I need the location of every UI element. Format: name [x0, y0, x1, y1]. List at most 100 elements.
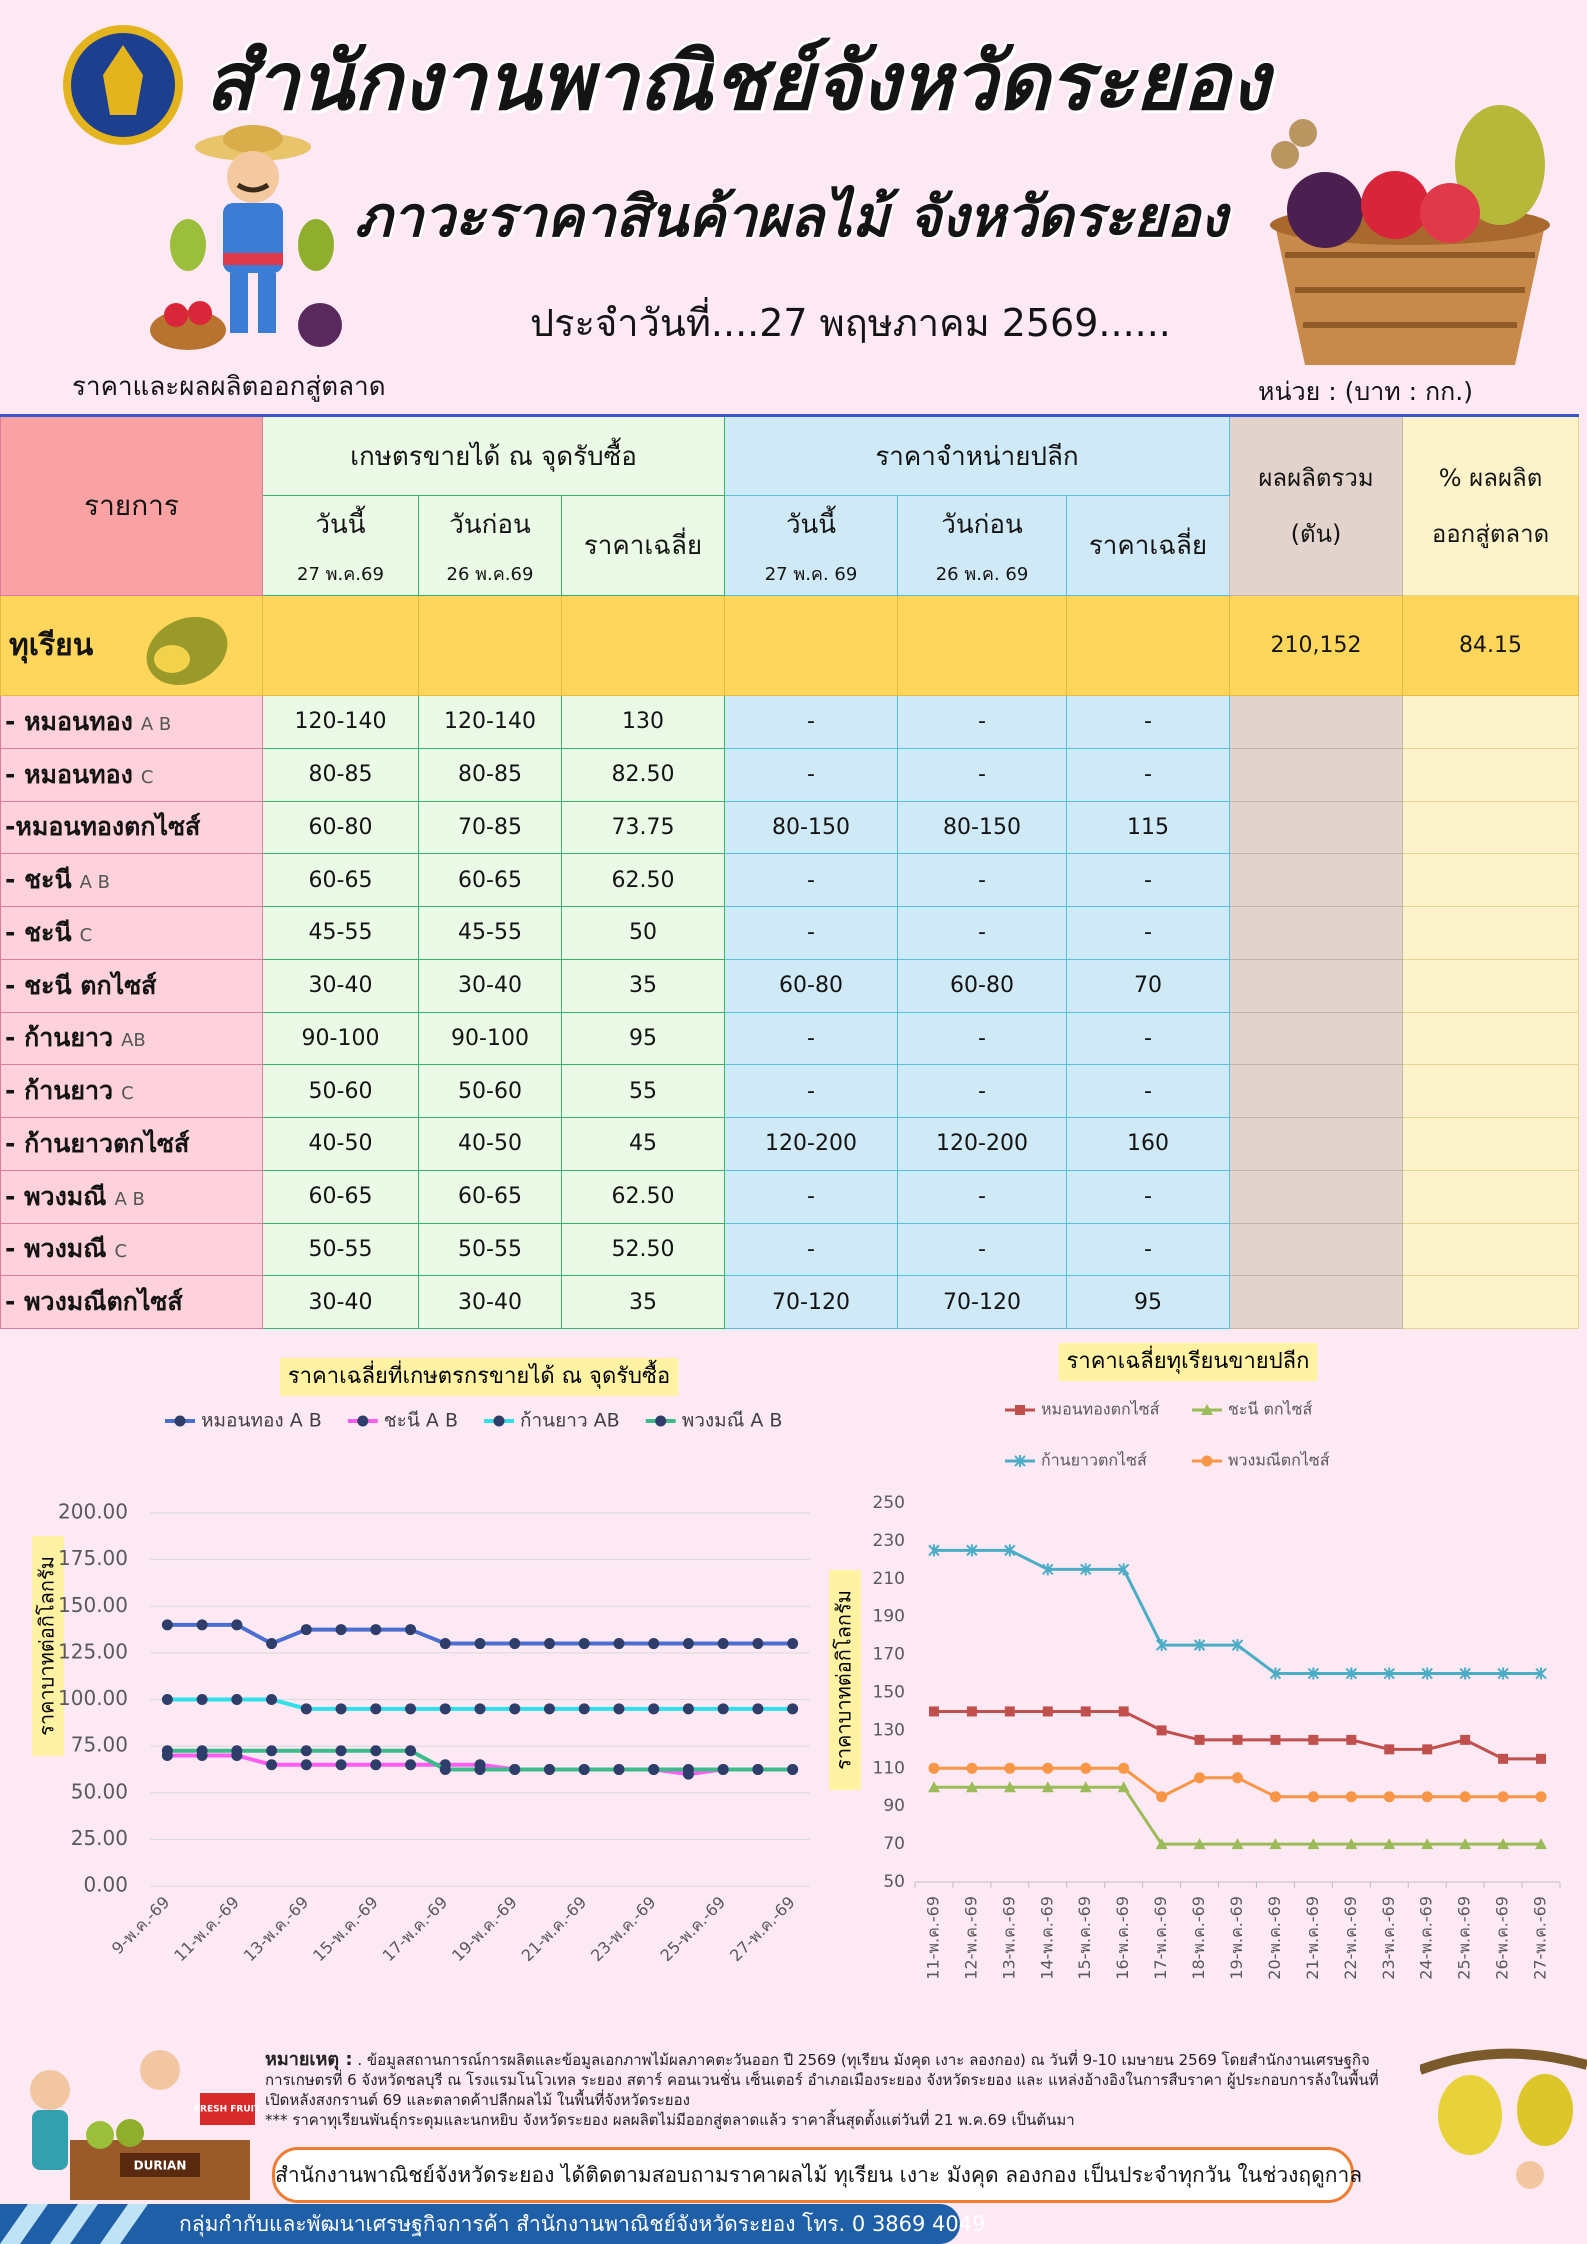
- banner: สำนักงานพาณิชย์จังหวัดระยอง ได้ติดตามสอบ…: [272, 2147, 1362, 2203]
- price-cell: -: [897, 1011, 1068, 1066]
- price-cell: -: [724, 695, 899, 749]
- marker: [231, 1619, 243, 1631]
- table-row: - ชะนี A B 60-65 60-65 62.50- - -: [0, 853, 1580, 907]
- price-cell: 40-50: [262, 1117, 419, 1171]
- table-row: - ก้านยาวตกไซส์ 40-50 40-50 45 120-200 120-20…: [0, 1117, 1580, 1171]
- price-cell: 60-80: [262, 800, 419, 855]
- marker: [717, 1763, 729, 1775]
- subhead-label: วันก่อน: [941, 509, 1023, 540]
- row-name: - ก้านยาว: [5, 1023, 114, 1053]
- durian-flesh: [154, 645, 190, 673]
- marker: [474, 1703, 486, 1715]
- group-name-cell: ทุเรียน: [0, 595, 263, 696]
- marker: [1193, 1639, 1206, 1652]
- title: สำนักงานพาณิชย์จังหวัดระยอง: [205, 35, 1270, 128]
- marker: [1003, 1781, 1016, 1793]
- row-name: - ชะนี ตกไซส์: [5, 970, 157, 1000]
- marker: [370, 1703, 382, 1715]
- price-cell: 30-40: [418, 1275, 562, 1329]
- marker: [928, 1762, 940, 1774]
- price-cell: 50: [560, 906, 726, 960]
- price-cell: 90-100: [262, 1011, 419, 1066]
- price-cell: -: [724, 1169, 899, 1224]
- marker: [370, 1759, 382, 1771]
- marker: [1421, 1838, 1434, 1850]
- row-name: - ชะนี: [5, 917, 72, 947]
- marker: [1232, 1772, 1243, 1784]
- group-row: ทุเรียน 210,152 84.15: [0, 595, 1580, 696]
- marker: [405, 1745, 417, 1757]
- y-tick-label: 110: [873, 1758, 905, 1778]
- fruit-basket: [1270, 105, 1550, 365]
- marker: [1117, 1781, 1130, 1793]
- table-row: - ก้านยาว AB 90-100 90-100 95- - -: [0, 1011, 1580, 1066]
- head-output-line: ผลผลิตรวม: [1258, 464, 1374, 492]
- marker: [1118, 1706, 1129, 1717]
- row-name: - พวงมณี: [5, 1181, 107, 1211]
- y-tick-label: 150.00: [58, 1593, 128, 1617]
- marker: [493, 1415, 505, 1427]
- marker: [1536, 1753, 1547, 1764]
- marker: [1118, 1762, 1130, 1774]
- head-share-line: % ผลผลิต: [1438, 464, 1543, 492]
- sign-label: FRESH FRUIT: [194, 2105, 260, 2115]
- subhead-date: 26 พ.ค.69: [446, 563, 534, 585]
- marker: [682, 1763, 694, 1775]
- price-cell: 50-55: [418, 1222, 562, 1277]
- subhead-cell: ราคาเฉลี่ย: [1066, 495, 1231, 596]
- marker: [682, 1638, 694, 1650]
- x-tick-label: 14-พ.ค.-69: [1037, 1896, 1056, 1980]
- contact: กลุ่มกำกับและพัฒนาเศรษฐกิจการค้า สำนักงา…: [179, 2212, 986, 2236]
- empty-cell: [262, 595, 419, 696]
- marker: [174, 1415, 186, 1427]
- unit: หน่วย : (บาท : กก.): [1258, 377, 1474, 406]
- x-tick-label: 11-พ.ค.-69: [170, 1893, 243, 1966]
- price-cell: -: [1066, 853, 1231, 907]
- marker: [1270, 1734, 1281, 1745]
- price-cell: 80-150: [724, 800, 899, 855]
- marker: [357, 1415, 369, 1427]
- price-cell: 50-55: [262, 1222, 419, 1277]
- row-name-cell: - ก้านยาว AB: [0, 1011, 263, 1066]
- empty-cell: [1229, 1011, 1404, 1066]
- price-cell: 60-80: [724, 958, 899, 1013]
- x-tick-label: 23-พ.ค.-69: [587, 1893, 660, 1966]
- price-cell: -: [724, 1011, 899, 1066]
- longkong: [1289, 119, 1317, 147]
- row-name: - หมอนทอง: [5, 706, 133, 736]
- face: [227, 151, 279, 203]
- marker: [787, 1763, 799, 1775]
- y-tick-label: 100.00: [58, 1686, 128, 1710]
- subhead-cell: วันก่อน 26 พ.ค.69: [418, 495, 562, 596]
- price-cell: -: [724, 1064, 899, 1118]
- x-tick-label: 22-พ.ค.-69: [1341, 1896, 1360, 1980]
- marker: [1080, 1563, 1092, 1576]
- price-cell: 50-60: [262, 1064, 419, 1118]
- row-name-cell: - หมอนทอง A B: [0, 695, 263, 749]
- head-farm: เกษตรขายได้ ณ จุดรับซื้อ: [261, 415, 726, 496]
- marker: [1201, 1404, 1213, 1415]
- price-cell: 80-150: [897, 800, 1068, 855]
- price-cell: 45: [560, 1117, 726, 1171]
- price-cell: 30-40: [262, 1275, 419, 1329]
- subhead-label: วันก่อน: [449, 509, 531, 540]
- chart-title: ราคาเฉลี่ยทุเรียนขายปลีก: [1067, 1345, 1310, 1374]
- subhead-cell: ราคาเฉลี่ย: [560, 495, 726, 596]
- rambutan: [1361, 171, 1429, 239]
- marker: [1004, 1762, 1016, 1774]
- empty-cell: [1402, 906, 1580, 960]
- marker: [613, 1638, 625, 1650]
- marker: [1421, 1667, 1433, 1680]
- row-name: - ชะนี: [5, 865, 72, 895]
- head-item: รายการ: [0, 415, 263, 596]
- marker: [717, 1703, 729, 1715]
- marker: [509, 1763, 521, 1775]
- price-cell: 60-65: [418, 853, 562, 907]
- marker: [1384, 1744, 1395, 1755]
- table-row: - ก้านยาว C 50-60 50-60 55- - -: [0, 1064, 1580, 1118]
- price-cell: 60-65: [418, 1169, 562, 1224]
- note: . ข้อมูลสถานการณ์การผลิตและข้อมูลเอกภาพไ…: [265, 2051, 1379, 2109]
- row-name: - พวงมณีตกไซส์: [5, 1287, 183, 1317]
- marker: [1535, 1838, 1548, 1850]
- row-grade: C: [79, 924, 93, 946]
